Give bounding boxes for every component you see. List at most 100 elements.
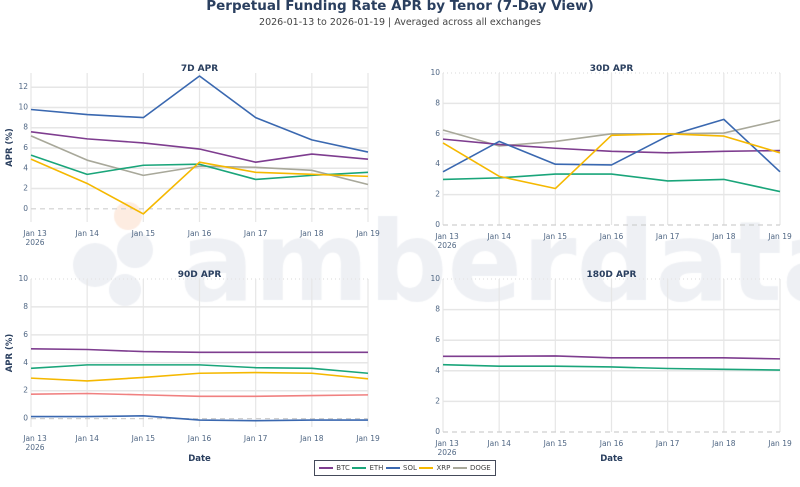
legend-label: XRP	[436, 464, 451, 472]
x-tick-label: Jan 15	[543, 232, 568, 241]
y-tick-label: 6	[435, 335, 440, 344]
legend-swatch	[452, 467, 467, 469]
x-tick-label: Jan 15	[131, 229, 156, 238]
legend-item-btc[interactable]: BTC	[319, 464, 350, 472]
series-line-sol	[31, 415, 368, 422]
series-line-doge	[30, 135, 369, 186]
x-tick-label: Jan 18	[299, 434, 324, 443]
panel-title: 7D APR	[181, 64, 218, 74]
y-tick-label: 10	[430, 68, 440, 77]
series-line-sol	[442, 118, 781, 173]
y-tick-label: 10	[18, 274, 28, 283]
x-tick-label: Jan 17	[243, 229, 268, 238]
series-line-xrp	[30, 371, 369, 382]
x-tick-label: Jan 14	[486, 439, 511, 448]
x-tick-label: Jan 14	[74, 229, 99, 238]
x-tick-label: Jan 16	[599, 439, 624, 448]
x-tick-label: Jan 19	[355, 434, 380, 443]
x-tick-label: Jan 16	[187, 434, 212, 443]
x-tick-label: Jan 15	[543, 439, 568, 448]
series-line-eth	[30, 154, 369, 181]
legend-item-eth[interactable]: ETH	[352, 464, 383, 472]
y-axis-label: APR (%)	[5, 128, 15, 167]
y-tick-label: 4	[435, 366, 440, 375]
series-line-eth	[442, 173, 781, 193]
y-tick-label: 0	[435, 220, 440, 229]
y-tick-label: 4	[23, 163, 28, 172]
series-line-doge	[442, 119, 781, 147]
x-tick-label: 2026	[25, 238, 44, 247]
panel-title: 30D APR	[590, 64, 634, 74]
series-line-btc	[30, 348, 368, 354]
x-tick-label: Jan 15	[131, 434, 156, 443]
x-tick-label: Jan 14	[74, 434, 99, 443]
series-line-btc	[442, 138, 781, 154]
legend-swatch	[386, 467, 401, 469]
y-tick-label: 6	[23, 143, 28, 152]
series-line-unlabeled	[30, 392, 369, 398]
y-tick-label: 6	[435, 129, 440, 138]
x-tick-label: Jan 13	[22, 229, 47, 238]
x-tick-label: Jan 17	[655, 439, 680, 448]
x-tick-label: Jan 13	[22, 434, 47, 443]
legend-swatch	[419, 467, 434, 469]
legend-label: BTC	[336, 464, 350, 472]
series-line-sol	[30, 75, 369, 153]
y-tick-label: 2	[23, 184, 28, 193]
x-tick-label: Jan 19	[767, 439, 792, 448]
y-axis-label: APR (%)	[5, 334, 15, 373]
y-tick-label: 2	[435, 396, 440, 405]
legend-swatch	[352, 467, 367, 469]
y-tick-label: 2	[435, 190, 440, 199]
x-tick-label: Jan 13	[434, 232, 459, 241]
y-tick-label: 0	[435, 427, 440, 436]
y-tick-label: 4	[435, 159, 440, 168]
series-line-eth	[442, 363, 781, 371]
x-tick-label: Jan 17	[655, 232, 680, 241]
x-tick-label: Jan 18	[711, 439, 736, 448]
y-tick-label: 8	[435, 305, 440, 314]
y-tick-label: 10	[430, 274, 440, 283]
y-tick-label: 2	[23, 386, 28, 395]
x-tick-label: 2026	[437, 448, 456, 457]
panel-title: 180D APR	[587, 270, 637, 280]
x-tick-label: Jan 16	[187, 229, 212, 238]
x-tick-label: Jan 18	[299, 229, 324, 238]
panel-title: 90D APR	[178, 270, 222, 280]
x-tick-label: Jan 13	[434, 439, 459, 448]
y-tick-label: 0	[23, 414, 28, 423]
x-axis-label: Date	[600, 454, 623, 464]
y-tick-label: 8	[23, 302, 28, 311]
x-tick-label: Jan 19	[767, 232, 792, 241]
y-tick-label: 0	[23, 204, 28, 213]
x-tick-label: Jan 19	[355, 229, 380, 238]
legend-item-doge[interactable]: DOGE	[452, 464, 491, 472]
x-tick-label: Jan 17	[243, 434, 268, 443]
y-tick-label: 12	[18, 82, 28, 91]
x-tick-label: Jan 18	[711, 232, 736, 241]
legend-label: DOGE	[469, 464, 491, 472]
series-line-btc	[30, 130, 369, 163]
legend-label: SOL	[403, 464, 417, 472]
y-tick-label: 10	[18, 102, 28, 111]
y-tick-label: 8	[23, 123, 28, 132]
x-axis-label: Date	[188, 454, 211, 464]
page-title: Perpetual Funding Rate APR by Tenor (7-D…	[206, 0, 594, 14]
page-subtitle: 2026-01-13 to 2026-01-19 | Averaged acro…	[259, 17, 541, 28]
x-tick-label: Jan 16	[599, 232, 624, 241]
legend-item-xrp[interactable]: XRP	[419, 464, 450, 472]
x-tick-label: 2026	[25, 443, 44, 452]
y-tick-label: 4	[23, 358, 28, 367]
legend[interactable]: BTC ETH SOL XRP DOGE	[314, 460, 496, 476]
y-tick-label: 6	[23, 330, 28, 339]
y-tick-label: 8	[435, 98, 440, 107]
legend-item-sol[interactable]: SOL	[386, 464, 417, 472]
legend-label: ETH	[369, 464, 384, 472]
series-line-eth	[30, 364, 369, 375]
